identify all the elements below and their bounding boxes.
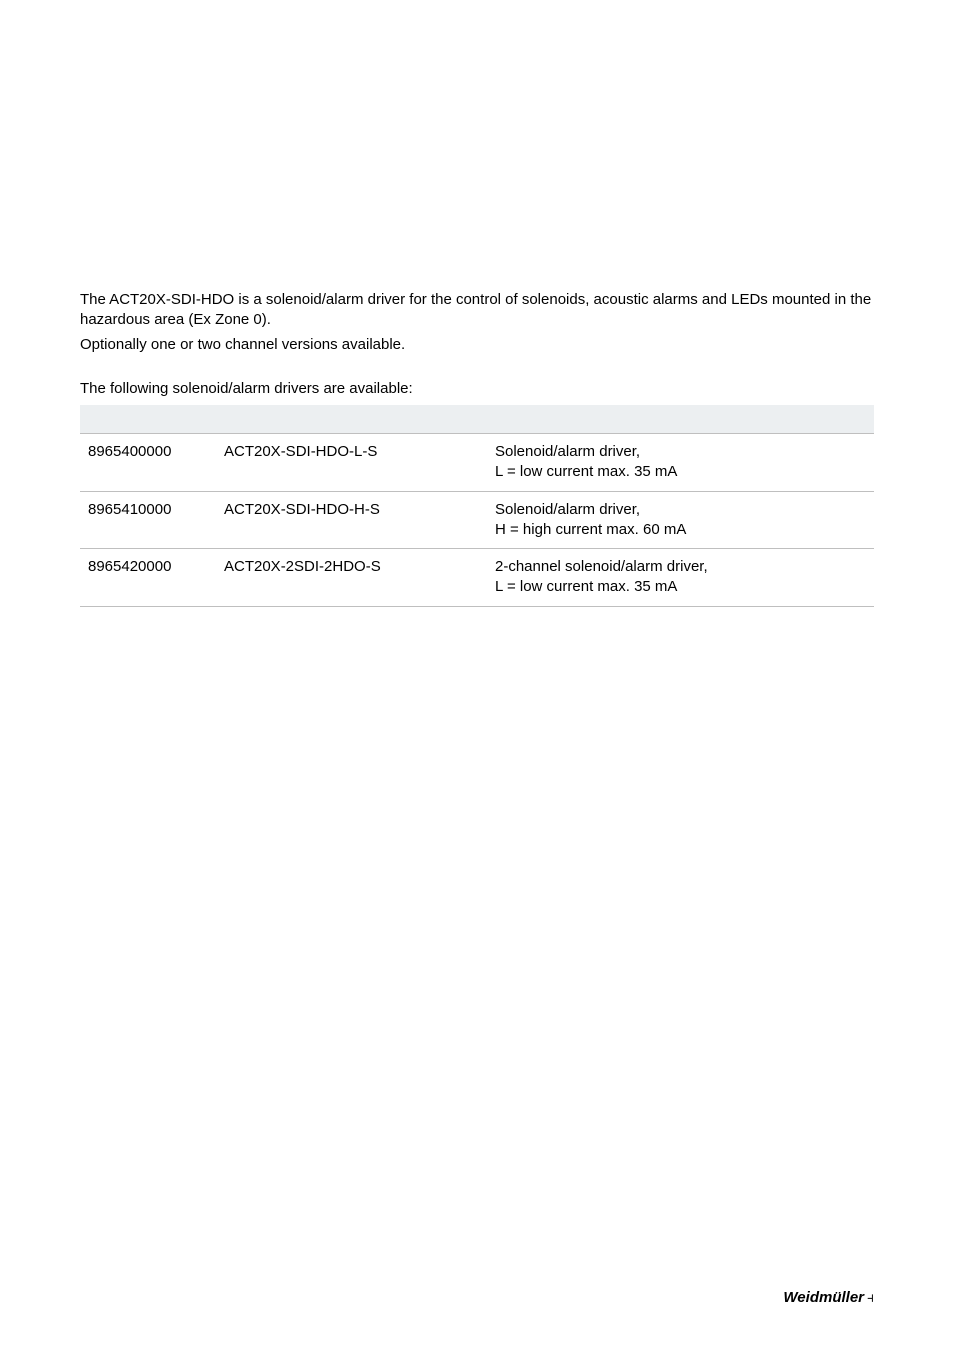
page-footer: Weidmüller⫞ — [783, 1289, 874, 1306]
order-number: 8965400000 — [80, 434, 216, 492]
product-description: Solenoid/alarm driver, H = high current … — [487, 491, 874, 549]
table-header-cell — [80, 405, 216, 434]
product-type: ACT20X-SDI-HDO-L-S — [216, 434, 487, 492]
order-number: 8965420000 — [80, 549, 216, 607]
desc-line: H = high current max. 60 mA — [495, 521, 686, 538]
desc-line: 2-channel solenoid/alarm driver, — [495, 558, 708, 575]
table-row: 8965420000 ACT20X-2SDI-2HDO-S 2-channel … — [80, 549, 874, 607]
product-type: ACT20X-2SDI-2HDO-S — [216, 549, 487, 607]
intro-paragraph-2: Optionally one or two channel versions a… — [80, 335, 874, 355]
product-type: ACT20X-SDI-HDO-H-S — [216, 491, 487, 549]
table-row: 8965410000 ACT20X-SDI-HDO-H-S Solenoid/a… — [80, 491, 874, 549]
table-header-row — [80, 405, 874, 434]
page-content: The ACT20X-SDI-HDO is a solenoid/alarm d… — [0, 0, 954, 607]
desc-line: Solenoid/alarm driver, — [495, 443, 640, 460]
intro-paragraph-1: The ACT20X-SDI-HDO is a solenoid/alarm d… — [80, 290, 874, 331]
order-number: 8965410000 — [80, 491, 216, 549]
table-row: 8965400000 ACT20X-SDI-HDO-L-S Solenoid/a… — [80, 434, 874, 492]
table-header-cell — [487, 405, 874, 434]
desc-line: L = low current max. 35 mA — [495, 578, 677, 595]
table-header-cell — [216, 405, 487, 434]
product-description: Solenoid/alarm driver, L = low current m… — [487, 434, 874, 492]
desc-line: L = low current max. 35 mA — [495, 463, 677, 480]
product-description: 2-channel solenoid/alarm driver, L = low… — [487, 549, 874, 607]
brand-name: Weidmüller — [783, 1289, 864, 1306]
brand-glyph-icon: ⫞ — [867, 1289, 874, 1305]
intro-paragraph-3: The following solenoid/alarm drivers are… — [80, 379, 874, 399]
drivers-table: 8965400000 ACT20X-SDI-HDO-L-S Solenoid/a… — [80, 405, 874, 607]
desc-line: Solenoid/alarm driver, — [495, 501, 640, 518]
